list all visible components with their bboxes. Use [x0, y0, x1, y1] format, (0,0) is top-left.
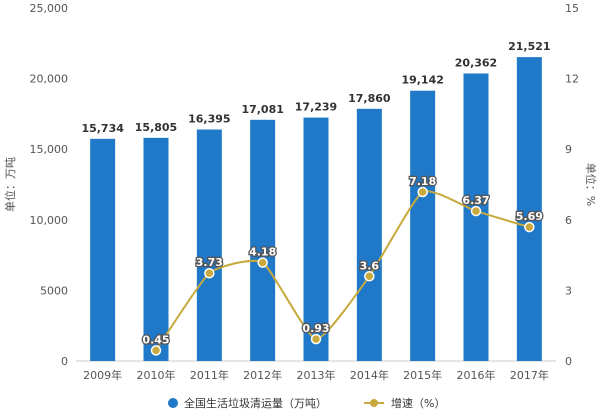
- bar: [516, 57, 542, 362]
- line-point: [150, 345, 162, 356]
- bar: [90, 138, 116, 361]
- right-axis-tick-label: 3: [565, 284, 572, 297]
- line-point: [257, 257, 268, 268]
- left-axis-tick-label: 15,000: [30, 143, 69, 156]
- axes-layer: 0 5000 10,000 15,000 20,000 25,000 0 3 6 9 12 15 200…: [3, 2, 598, 382]
- bar-value-label: 16,395: [188, 113, 230, 126]
- right-axis-tick-label: 12: [565, 73, 579, 86]
- left-axis-tick-label: 5000: [40, 284, 68, 297]
- bar-value-label: 15,805: [135, 121, 177, 134]
- line-point: [204, 267, 215, 279]
- bar-value-label: 20,362: [455, 56, 497, 69]
- bar-value-label: 19,142: [401, 74, 443, 87]
- left-axis-tick-label: 10,000: [30, 214, 69, 227]
- right-axis-title: 单位：%: [584, 163, 598, 206]
- right-axis-tick-label: 0: [565, 355, 572, 368]
- left-axis-tick-label: 0: [61, 355, 68, 368]
- line-point: [417, 186, 428, 198]
- bar: [250, 119, 276, 361]
- x-axis-tick-label: 2015年: [403, 368, 442, 382]
- legend-bar-label: 全国生活垃圾清运量（万吨）: [184, 396, 327, 410]
- line-value-label: 3.6: [360, 259, 380, 272]
- x-axis-tick-label: 2017年: [510, 368, 549, 382]
- bar-value-label: 17,081: [241, 103, 283, 116]
- legend-bar-marker: [168, 398, 178, 408]
- line-value-label: 6.37: [462, 194, 489, 207]
- legend-line-label: 增速（%）: [391, 396, 445, 410]
- bar: [356, 108, 382, 361]
- x-axis-tick-label: 2014年: [350, 368, 389, 382]
- bar: [410, 90, 436, 361]
- line-layer: [150, 186, 535, 356]
- bar: [143, 137, 169, 361]
- line-point: [364, 271, 375, 282]
- x-axis-tick-label: 2016年: [457, 368, 496, 382]
- left-axis-tick-label: 20,000: [30, 73, 69, 86]
- left-axis-tick-label: 25,000: [30, 2, 69, 15]
- line-value-label: 7.18: [409, 175, 436, 188]
- line-value-label: 5.69: [516, 210, 543, 223]
- labels-layer: 15,734 15,805 16,395 17,081 17,239 17,860 19,1…: [81, 40, 550, 348]
- line-value-label: 4.18: [249, 246, 276, 259]
- bar: [196, 129, 222, 361]
- x-axis-tick-label: 2012年: [243, 368, 282, 382]
- line-value-label: 0.93: [302, 322, 329, 335]
- right-axis-tick-label: 9: [565, 143, 572, 156]
- line-point: [470, 205, 482, 217]
- right-axis-tick-label: 15: [565, 2, 579, 15]
- line-point: [524, 221, 535, 233]
- bar: [463, 73, 489, 362]
- right-axis-tick-label: 6: [565, 214, 572, 227]
- x-axis-tick-label: 2009年: [83, 368, 122, 382]
- bar-value-label: 21,521: [508, 40, 550, 53]
- bar-value-label: 17,239: [295, 101, 337, 114]
- line-value-label: 0.45: [142, 333, 169, 346]
- x-axis-tick-label: 2010年: [137, 368, 176, 382]
- bar-value-label: 15,734: [81, 122, 124, 135]
- bar-value-label: 17,860: [348, 92, 391, 105]
- bar: [303, 117, 329, 361]
- legend: 全国生活垃圾清运量（万吨） 增速（%）: [168, 396, 445, 410]
- x-axis-tick-label: 2011年: [190, 368, 229, 382]
- line-point: [310, 333, 322, 345]
- line-value-label: 3.73: [196, 256, 223, 269]
- left-axis-title: 单位：万吨: [3, 157, 17, 212]
- x-axis-tick-label: 2013年: [297, 368, 336, 382]
- legend-line-dot: [370, 399, 378, 407]
- bars-layer: [90, 57, 542, 362]
